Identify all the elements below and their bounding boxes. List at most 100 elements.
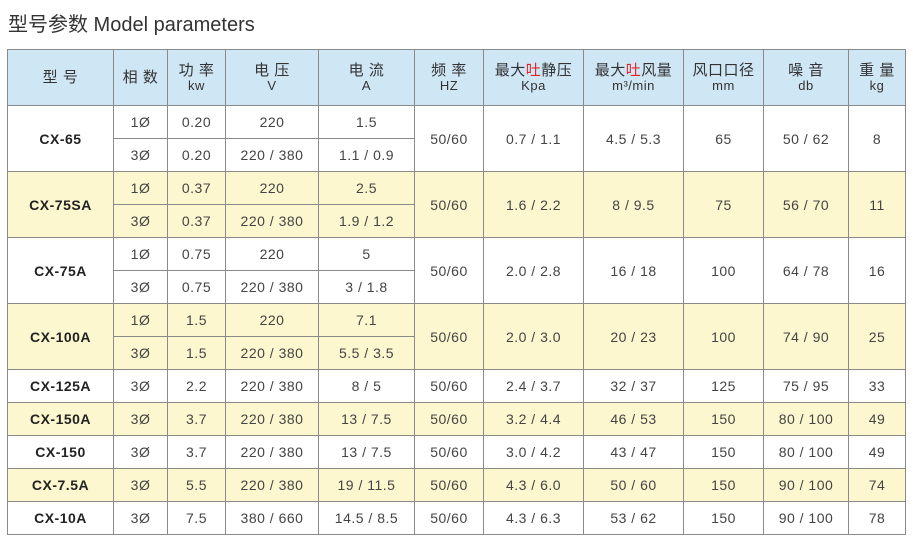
phase-cell: 3Ø — [113, 435, 168, 469]
header-unit: A — [361, 77, 372, 93]
weight-cell: 25 — [848, 303, 906, 370]
column-header: 最大吐静压 Kpa — [483, 49, 584, 106]
column-header: 最大吐风量 m³/min — [583, 49, 684, 106]
pressure-cell: 0.7 / 1.1 — [483, 105, 584, 172]
table-row: CX-75SA 1Ø 0.37 220 2.5 50/60 1.6 / 2.2 8 / 9.5… — [7, 171, 906, 238]
airflow-cell: 16 / 18 — [583, 237, 684, 304]
power-cell: 0.37 — [167, 204, 226, 238]
header-unit: kg — [869, 77, 885, 93]
weight-cell: 11 — [848, 171, 906, 238]
pressure-cell: 3.0 / 4.2 — [483, 435, 584, 469]
current-cell: 5 — [318, 237, 415, 271]
header-label-part: 吐 — [525, 61, 542, 79]
noise-cell: 90 / 100 — [763, 501, 849, 535]
current-cell: 2.5 — [318, 171, 415, 205]
frequency-cell: 50/60 — [414, 435, 484, 469]
model-cell: CX-75A — [7, 237, 114, 304]
airflow-cell: 53 / 62 — [583, 501, 684, 535]
voltage-cell: 380 / 660 — [225, 501, 319, 535]
power-cell: 0.75 — [167, 237, 226, 271]
table-row: 3Ø 1.5 220 / 380 5.5 / 3.5 — [8, 336, 906, 370]
column-header: 风口口径 mm — [683, 49, 764, 106]
current-cell: 13 / 7.5 — [318, 435, 415, 469]
header-label-part: 静压 — [541, 61, 573, 79]
model-cell: CX-150A — [7, 402, 114, 436]
current-cell: 19 / 11.5 — [318, 468, 415, 502]
table-row: CX-150 3Ø 3.7 220 / 380 13 / 7.5 50/60 3.0 / 4… — [7, 435, 906, 469]
pressure-cell: 2.0 / 3.0 — [483, 303, 584, 370]
table-row: 3Ø 0.75 220 / 380 3 / 1.8 — [8, 270, 906, 304]
phase-cell: 3Ø — [113, 369, 168, 403]
voltage-cell: 220 / 380 — [225, 138, 319, 172]
outlet-cell: 125 — [683, 369, 764, 403]
phase-cell: 1Ø — [113, 171, 168, 205]
phase-cell: 1Ø — [113, 303, 168, 337]
phase-cell: 3Ø — [113, 468, 168, 502]
pressure-cell: 4.3 / 6.0 — [483, 468, 584, 502]
voltage-cell: 220 / 380 — [225, 402, 319, 436]
power-cell: 3.7 — [167, 402, 226, 436]
model-cell: CX-10A — [7, 501, 114, 535]
frequency-cell: 50/60 — [414, 468, 484, 502]
table-row: CX-125A 3Ø 2.2 220 / 380 8 / 5 50/60 2.4 / 3.7… — [7, 369, 906, 403]
column-header: 噪 音 db — [763, 49, 849, 106]
current-cell: 1.1 / 0.9 — [318, 138, 415, 172]
frequency-cell: 50/60 — [414, 369, 484, 403]
column-header: 相 数 — [113, 49, 168, 106]
pressure-cell: 2.0 / 2.8 — [483, 237, 584, 304]
outlet-cell: 150 — [683, 468, 764, 502]
power-cell: 2.2 — [167, 369, 226, 403]
weight-cell: 74 — [848, 468, 906, 502]
header-unit: HZ — [439, 77, 459, 93]
airflow-cell: 50 / 60 — [583, 468, 684, 502]
power-cell: 0.37 — [167, 171, 226, 205]
power-cell: 1.5 — [167, 336, 226, 370]
outlet-cell: 150 — [683, 435, 764, 469]
header-label: 噪 音 — [788, 61, 824, 79]
header-unit: mm — [712, 77, 735, 93]
frequency-cell: 50/60 — [414, 402, 484, 436]
noise-cell: 64 / 78 — [763, 237, 849, 304]
weight-cell: 78 — [848, 501, 906, 535]
table-row: 3Ø 0.37 220 / 380 1.9 / 1.2 — [8, 204, 906, 238]
header-label: 频 率 — [431, 61, 467, 79]
page-title: 型号参数 Model parameters — [8, 14, 255, 36]
table-row: CX-10A 3Ø 7.5 380 / 660 14.5 / 8.5 50/60 4.3 /… — [7, 501, 906, 535]
current-cell: 3 / 1.8 — [318, 270, 415, 304]
voltage-cell: 220 / 380 — [225, 270, 319, 304]
outlet-cell: 75 — [683, 171, 764, 238]
header-label: 型 号 — [42, 69, 79, 86]
header-label: 风口口径 — [692, 61, 755, 79]
airflow-cell: 46 / 53 — [583, 402, 684, 436]
header-label: 电 压 — [254, 61, 290, 79]
phase-cell: 3Ø — [113, 138, 168, 172]
power-cell: 3.7 — [167, 435, 226, 469]
outlet-cell: 100 — [683, 303, 764, 370]
header-unit: m³/min — [612, 77, 655, 93]
current-cell: 13 / 7.5 — [318, 402, 415, 436]
airflow-cell: 20 / 23 — [583, 303, 684, 370]
weight-cell: 16 — [848, 237, 906, 304]
header-label: 相 数 — [122, 69, 159, 86]
noise-cell: 50 / 62 — [763, 105, 849, 172]
noise-cell: 74 / 90 — [763, 303, 849, 370]
header-label-part: 风量 — [641, 61, 673, 79]
model-cell: CX-7.5A — [7, 468, 114, 502]
header-unit: kw — [188, 77, 205, 93]
header-label: 功 率 — [178, 61, 215, 79]
phase-cell: 1Ø — [113, 105, 168, 139]
column-header: 型 号 — [7, 49, 114, 106]
frequency-cell: 50/60 — [414, 171, 484, 238]
weight-cell: 49 — [848, 402, 906, 436]
header-label-part: 最大 — [594, 61, 626, 79]
model-cell: CX-75SA — [7, 171, 114, 238]
table-row: CX-65 1Ø 0.20 220 1.5 50/60 0.7 / 1.1 4.5 / 5.3… — [7, 105, 906, 172]
header-unit: V — [267, 77, 277, 93]
current-cell: 7.1 — [318, 303, 415, 337]
power-cell: 5.5 — [167, 468, 226, 502]
noise-cell: 75 / 95 — [763, 369, 849, 403]
model-cell: CX-65 — [7, 105, 114, 172]
